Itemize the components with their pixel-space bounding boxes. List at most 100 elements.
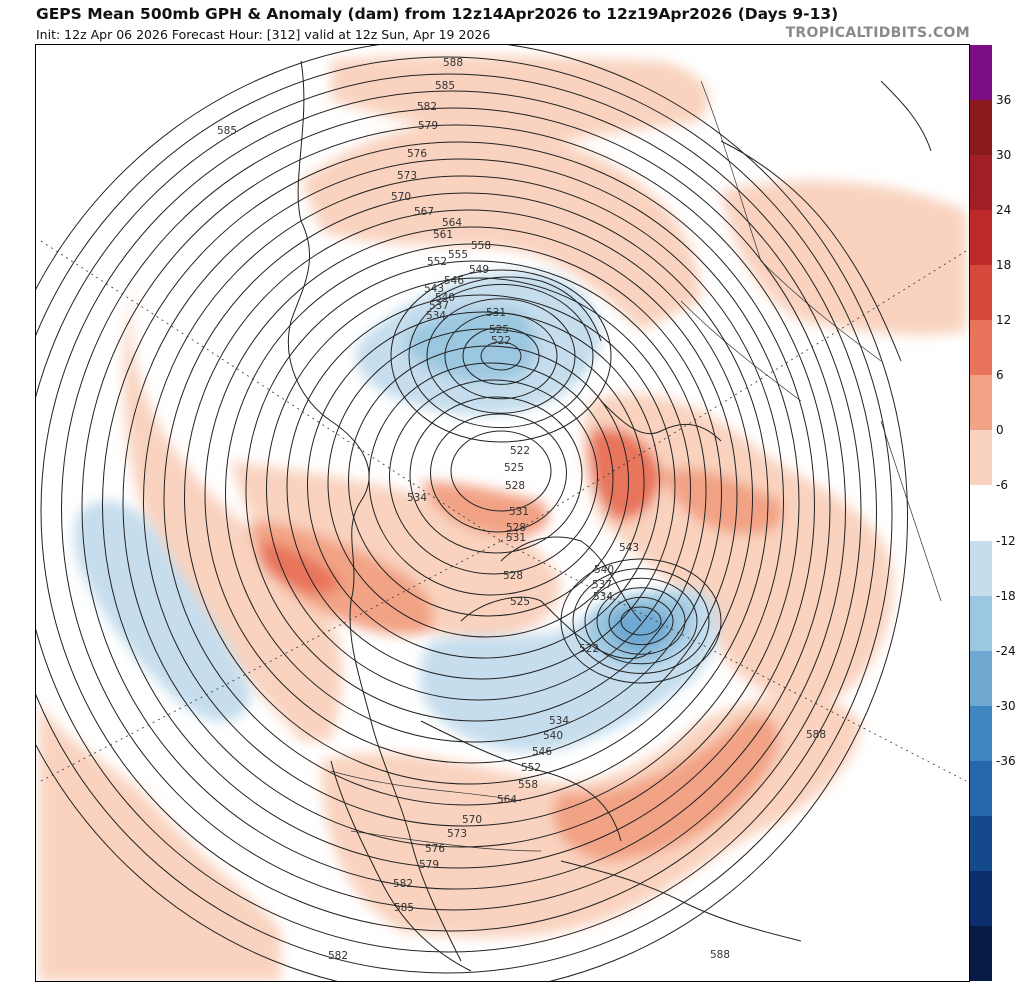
height-contour	[389, 379, 598, 575]
contour-label: 588	[710, 949, 730, 961]
contour-label: 534	[593, 591, 613, 603]
contour-label: 585	[394, 902, 414, 914]
map-title: GEPS Mean 500mb GPH & Anomaly (dam) from…	[36, 5, 839, 23]
low-contour	[390, 269, 612, 443]
contour-label: 522	[491, 335, 511, 347]
height-contour	[143, 175, 784, 827]
colorbar-swatch	[970, 540, 992, 597]
colorbar-tick-label: 0	[996, 423, 1004, 438]
height-contour	[450, 430, 552, 512]
colorbar-tick-label: -30	[996, 698, 1016, 713]
colorbar-tick-label: 30	[996, 148, 1012, 163]
low-contour	[620, 606, 662, 636]
height-contour	[225, 243, 722, 743]
colorbar-swatch	[970, 210, 992, 266]
latitude-lines	[40, 240, 967, 782]
anomaly-colorbar	[970, 45, 992, 982]
contour-label: 522	[510, 445, 530, 457]
contour-label: 588	[806, 729, 826, 741]
contour-label: 540	[543, 730, 563, 742]
height-contour	[266, 277, 691, 701]
contour-label: 528	[505, 480, 525, 492]
low-contour	[462, 327, 540, 385]
contour-label: 573	[397, 170, 417, 182]
height-contour	[163, 192, 769, 806]
colorbar-swatch	[970, 760, 992, 817]
colorbar-tick-label: 24	[996, 203, 1012, 218]
low-contour	[444, 312, 558, 400]
contour-label: 525	[510, 596, 530, 608]
political-boundaries	[330, 80, 942, 852]
contour-label: 564	[442, 217, 462, 229]
low-contour	[608, 596, 674, 646]
contour-label: 543	[424, 283, 444, 295]
contour-label: 564	[497, 794, 517, 806]
contour-label: 537	[429, 300, 449, 312]
colorbar-tick-label: 18	[996, 258, 1012, 273]
colorbar-tick-label: 6	[996, 368, 1004, 383]
contour-label: 525	[504, 462, 524, 474]
height-contour	[307, 311, 660, 659]
contour-label: 579	[419, 859, 439, 871]
colorbar-swatch	[970, 650, 992, 707]
height-contour	[40, 90, 862, 932]
height-contour	[286, 294, 676, 680]
contour-label: 576	[407, 148, 427, 160]
contour-label: 585	[435, 80, 455, 92]
low-contour	[560, 558, 722, 684]
contour-label: 528	[506, 522, 526, 534]
low-contour	[480, 341, 522, 371]
contour-label: 534	[549, 715, 569, 727]
contour-label: 582	[328, 950, 348, 962]
low-contour	[596, 587, 686, 655]
colorbar-swatch	[970, 870, 992, 927]
colorbar-swatch	[970, 375, 992, 431]
height-contour	[245, 260, 707, 722]
contour-label: 531	[509, 506, 529, 518]
contour-label: 573	[447, 828, 467, 840]
colorbar-swatch	[970, 45, 992, 101]
colorbar-swatch	[970, 265, 992, 321]
contour-label: 570	[462, 814, 482, 826]
height-contour	[36, 56, 893, 974]
contour-label: 534	[407, 492, 427, 504]
contour-label: 537	[592, 579, 612, 591]
contour-label: 558	[518, 779, 538, 791]
contour-label: 570	[391, 191, 411, 203]
contour-label: 531	[486, 307, 506, 319]
contour-labels: 5885855825795765735705675645615585555525…	[217, 57, 826, 962]
height-contour	[81, 124, 831, 890]
contour-label: 579	[418, 120, 438, 132]
colorbar-tick-label: -18	[996, 588, 1016, 603]
contour-label: 558	[471, 240, 491, 252]
low-contour	[408, 283, 594, 429]
colorbar-tick-label: -12	[996, 533, 1016, 548]
contour-label: 552	[427, 256, 447, 268]
height-contour	[368, 362, 614, 596]
contour-label: 585	[217, 125, 237, 137]
contour-label: 561	[433, 229, 453, 241]
low-contour	[426, 298, 576, 414]
colorbar-swatch	[970, 485, 992, 542]
source-brand[interactable]: TROPICALTIDBITS.COM	[785, 25, 970, 41]
contour-label: 552	[521, 762, 541, 774]
low-contour	[584, 577, 698, 665]
contour-label: 588	[443, 57, 463, 69]
polar-map[interactable]: 5885855825795765735705675645615585555525…	[36, 45, 969, 981]
contour-label: 555	[448, 249, 468, 261]
height-contour	[36, 73, 877, 953]
colorbar-swatch	[970, 320, 992, 376]
contour-label: 543	[619, 542, 639, 554]
map-subtitle: Init: 12z Apr 06 2026 Forecast Hour: [31…	[36, 27, 491, 42]
colorbar-swatch	[970, 430, 992, 486]
contour-label: 576	[425, 843, 445, 855]
height-contour	[204, 226, 738, 764]
colorbar-swatch	[970, 705, 992, 762]
height-contour	[184, 209, 753, 785]
colorbar-tick-label: 36	[996, 93, 1012, 108]
contour-label: 528	[503, 570, 523, 582]
map-panel[interactable]: 588 585 582 579 576 573 570 567 564 561 558 555 552 5…	[35, 44, 970, 982]
contour-label: 546	[444, 275, 464, 287]
colorbar-swatch	[970, 925, 992, 982]
contour-label: 567	[414, 206, 434, 218]
